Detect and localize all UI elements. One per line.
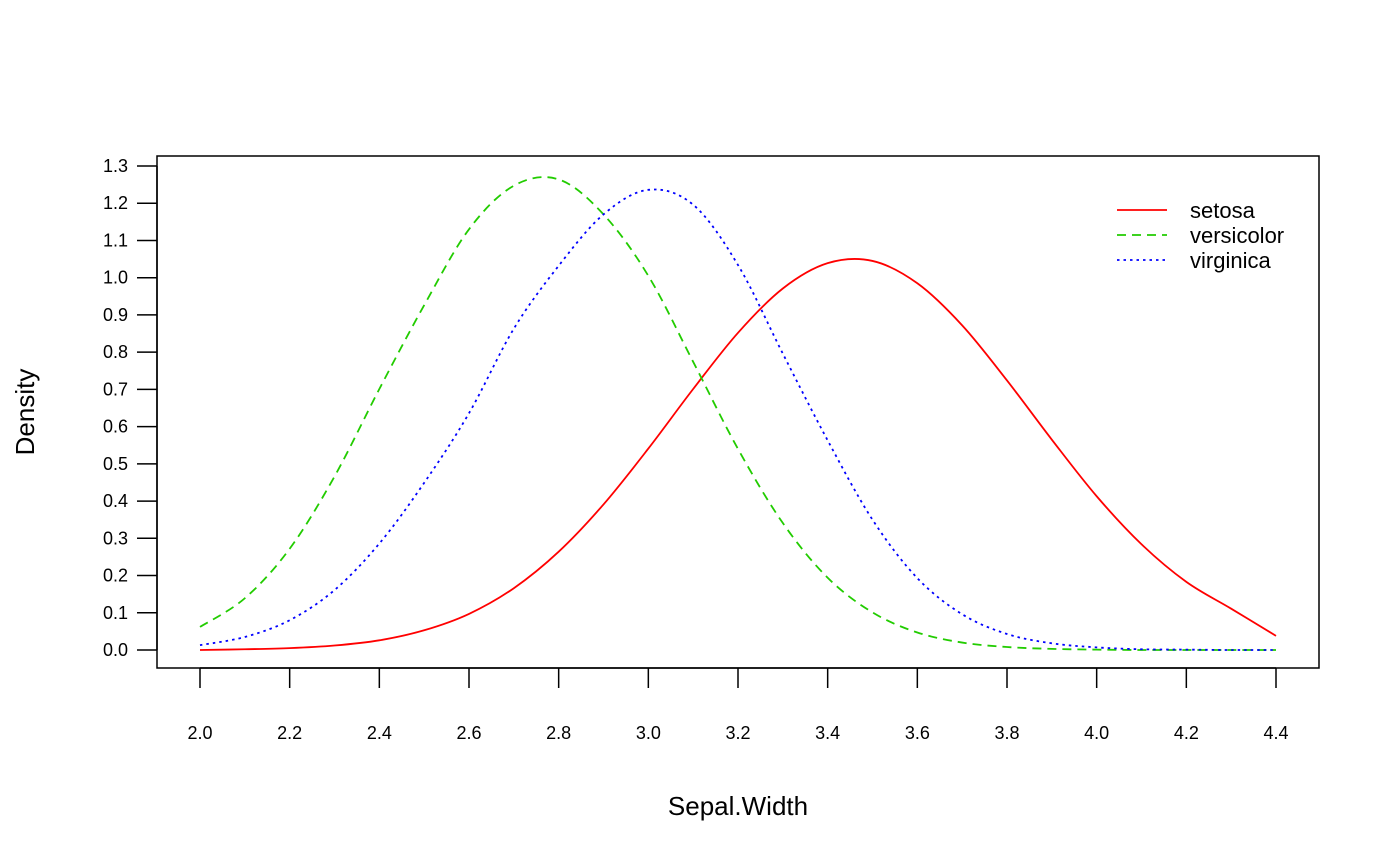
y-tick-label: 0.7 xyxy=(103,379,128,399)
y-tick-label: 0.9 xyxy=(103,305,128,325)
y-tick-label: 1.1 xyxy=(103,230,128,250)
x-tick-label: 3.4 xyxy=(815,723,840,743)
y-tick-label: 1.0 xyxy=(103,268,128,288)
y-tick-label: 0.8 xyxy=(103,342,128,362)
y-tick-label: 1.3 xyxy=(103,156,128,176)
x-tick-label: 2.6 xyxy=(456,723,481,743)
x-tick-label: 2.8 xyxy=(546,723,571,743)
y-tick-label: 0.5 xyxy=(103,454,128,474)
y-tick-label: 0.1 xyxy=(103,603,128,623)
x-axis-title: Sepal.Width xyxy=(668,791,808,821)
y-axis-title: Density xyxy=(10,369,40,456)
y-tick-label: 0.2 xyxy=(103,566,128,586)
x-tick-label: 4.0 xyxy=(1084,723,1109,743)
y-tick-label: 0.4 xyxy=(103,491,128,511)
x-tick-label: 4.2 xyxy=(1174,723,1199,743)
legend-label-versicolor: versicolor xyxy=(1190,223,1284,248)
y-tick-label: 0.6 xyxy=(103,417,128,437)
x-tick-label: 2.2 xyxy=(277,723,302,743)
plot-frame xyxy=(156,155,1320,669)
series-line-versicolor xyxy=(199,176,1276,651)
y-tick-label: 0.3 xyxy=(103,528,128,548)
y-tick-label: 1.2 xyxy=(103,193,128,213)
x-tick-label: 3.2 xyxy=(725,723,750,743)
series-lines xyxy=(199,176,1277,651)
x-tick-label: 3.8 xyxy=(994,723,1019,743)
series-line-virginica xyxy=(199,188,1277,651)
x-axis: 2.0 2.2 2.4 2.6 2.8 3.0 3.2 3.4 3.6 3.8 4.0 4.2 4.4 xyxy=(187,667,1289,743)
y-axis: 0.0 0.1 0.2 0.3 0.4 0.5 0.6 0.7 0.8 0.9 1.0 1.1 1.2 1… xyxy=(103,156,158,660)
legend-label-setosa: setosa xyxy=(1190,198,1256,223)
series-line-setosa xyxy=(199,258,1277,651)
x-tick-label: 2.4 xyxy=(367,723,392,743)
x-tick-label: 3.6 xyxy=(905,723,930,743)
x-tick-label: 2.0 xyxy=(187,723,212,743)
y-tick-label: 0.0 xyxy=(103,640,128,660)
x-tick-label: 3.0 xyxy=(636,723,661,743)
legend-label-virginica: virginica xyxy=(1190,248,1271,273)
x-tick-label: 4.4 xyxy=(1263,723,1288,743)
